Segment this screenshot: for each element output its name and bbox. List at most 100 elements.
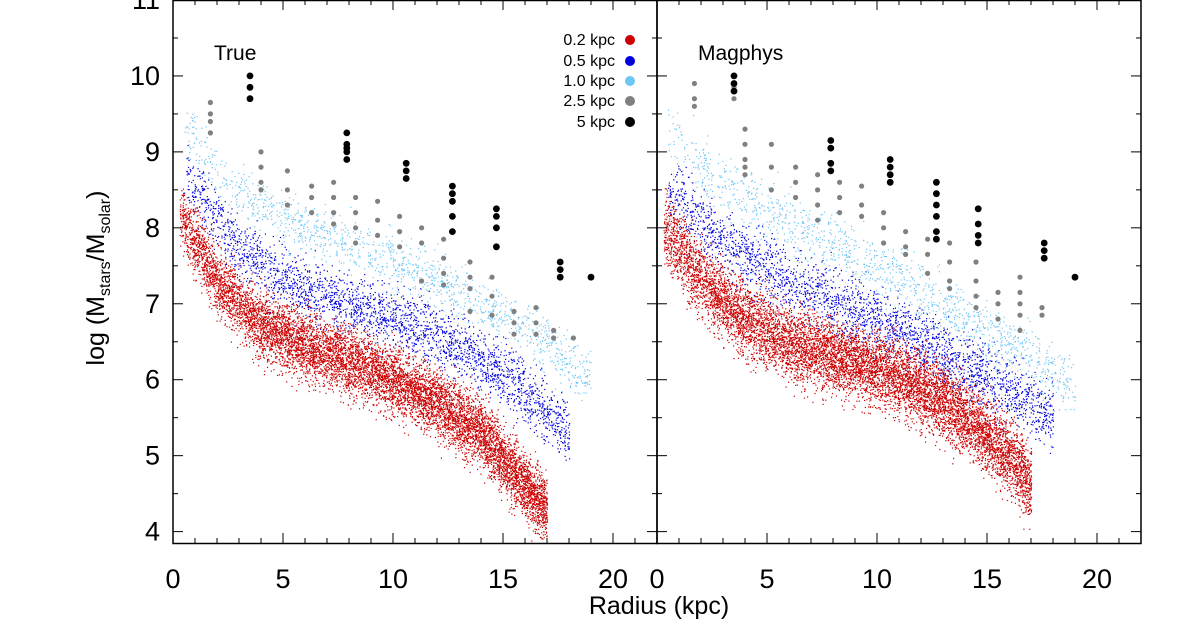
data-point xyxy=(273,223,274,224)
data-point xyxy=(305,315,306,316)
data-point xyxy=(517,363,518,364)
data-point xyxy=(267,257,268,258)
data-point xyxy=(425,317,426,318)
data-point xyxy=(361,311,362,312)
data-point xyxy=(291,309,292,310)
data-point xyxy=(453,287,454,288)
data-point xyxy=(326,296,327,297)
data-point xyxy=(463,319,464,320)
data-point xyxy=(270,257,271,258)
data-point xyxy=(416,344,417,345)
data-point xyxy=(590,351,591,352)
data-point xyxy=(336,292,337,293)
data-point xyxy=(542,487,543,488)
data-point xyxy=(189,181,190,182)
data-point xyxy=(313,302,314,303)
data-point xyxy=(495,362,496,363)
data-point xyxy=(302,302,303,303)
data-point xyxy=(306,264,307,265)
data-point xyxy=(351,301,352,302)
data-point xyxy=(404,327,405,328)
data-point xyxy=(340,305,341,306)
data-point xyxy=(478,359,479,360)
data-point xyxy=(543,411,544,412)
data-point xyxy=(238,229,239,230)
data-point xyxy=(528,306,529,307)
data-point xyxy=(458,313,459,314)
data-point xyxy=(361,321,362,322)
data-point xyxy=(450,355,451,356)
data-point xyxy=(192,118,193,119)
data-point xyxy=(195,186,196,187)
data-point xyxy=(412,349,413,350)
data-point xyxy=(356,307,357,308)
data-point xyxy=(352,300,353,301)
data-point xyxy=(503,337,504,338)
data-point xyxy=(492,354,493,355)
data-point xyxy=(551,422,552,423)
data-point xyxy=(493,304,494,305)
data-point xyxy=(493,344,494,345)
data-point xyxy=(449,284,450,285)
data-point xyxy=(549,400,550,401)
data-point xyxy=(498,389,499,390)
data-point xyxy=(455,355,456,356)
data-point xyxy=(461,292,462,293)
data-point xyxy=(456,357,457,358)
data-point xyxy=(563,410,564,411)
data-point xyxy=(555,431,556,432)
data-point xyxy=(510,408,511,409)
data-point xyxy=(419,277,420,278)
data-point xyxy=(478,349,479,350)
data-point xyxy=(244,253,245,254)
data-point xyxy=(457,301,458,302)
data-point xyxy=(257,303,258,304)
data-point xyxy=(393,261,394,262)
data-point xyxy=(466,273,467,274)
data-point xyxy=(450,321,451,322)
data-point xyxy=(549,404,550,405)
data-point xyxy=(479,286,480,287)
data-point xyxy=(494,352,495,353)
data-point xyxy=(476,363,477,364)
data-point xyxy=(459,286,460,287)
data-point xyxy=(544,351,545,352)
data-point xyxy=(255,197,256,198)
data-point xyxy=(442,331,443,332)
data-point xyxy=(336,251,337,252)
data-point xyxy=(493,290,494,291)
data-point xyxy=(330,302,331,303)
data-point xyxy=(306,222,307,223)
data-point xyxy=(301,282,302,283)
data-point xyxy=(285,291,286,292)
data-point xyxy=(380,301,381,302)
data-point xyxy=(301,235,302,236)
data-point xyxy=(520,346,521,347)
data-point xyxy=(271,206,272,207)
data-point xyxy=(381,317,382,318)
data-point xyxy=(360,233,361,234)
data-point xyxy=(299,297,300,298)
data-point xyxy=(528,329,529,330)
data-point xyxy=(376,320,377,321)
data-point xyxy=(490,375,491,376)
data-point xyxy=(297,287,298,288)
data-point xyxy=(420,325,421,326)
data-point xyxy=(333,307,334,308)
data-point xyxy=(251,278,252,279)
data-point xyxy=(342,238,343,239)
data-point xyxy=(420,330,421,331)
data-point xyxy=(318,304,319,305)
data-point xyxy=(358,294,359,295)
data-point xyxy=(445,315,446,316)
data-point xyxy=(456,355,457,356)
data-point xyxy=(210,210,211,211)
data-point xyxy=(330,287,331,288)
data-point xyxy=(330,299,331,300)
data-point xyxy=(322,284,323,285)
data-point xyxy=(434,356,435,357)
data-point xyxy=(450,336,451,337)
data-point xyxy=(324,270,325,271)
data-point xyxy=(205,142,206,143)
data-point xyxy=(465,264,466,265)
